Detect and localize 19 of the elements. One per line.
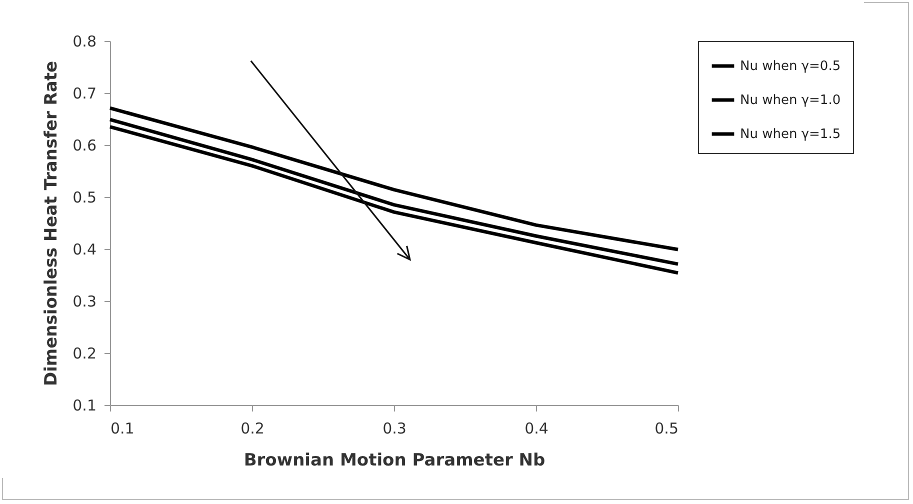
line-series bbox=[108, 106, 680, 252]
legend-label: Nu when γ=1.0 bbox=[740, 93, 841, 108]
y-tick-label: 0.6 bbox=[72, 136, 96, 154]
y-tick-label: 0.1 bbox=[72, 396, 96, 414]
y-tick-label: 0.8 bbox=[72, 32, 96, 50]
y-tick-label: 0.7 bbox=[72, 84, 96, 102]
y-tick-label: 0.2 bbox=[72, 344, 96, 362]
x-tick-label: 0.1 bbox=[110, 420, 134, 438]
x-tick-label: 0.3 bbox=[382, 420, 406, 438]
x-tick-label: 0.2 bbox=[240, 420, 264, 438]
x-axis-title: Brownian Motion Parameter Nb bbox=[244, 450, 546, 470]
y-axis-title: Dimensionless Heat Transfer Rate bbox=[42, 60, 62, 386]
legend-label: Nu when γ=1.5 bbox=[740, 127, 841, 142]
x-tick-label: 0.5 bbox=[654, 420, 678, 438]
x-tick-label: 0.4 bbox=[524, 420, 548, 438]
legend-label: Nu when γ=0.5 bbox=[740, 59, 841, 74]
y-tick-label: 0.4 bbox=[72, 240, 96, 258]
y-tick-label: 0.5 bbox=[72, 188, 96, 206]
y-tick-label: 0.3 bbox=[72, 292, 96, 310]
